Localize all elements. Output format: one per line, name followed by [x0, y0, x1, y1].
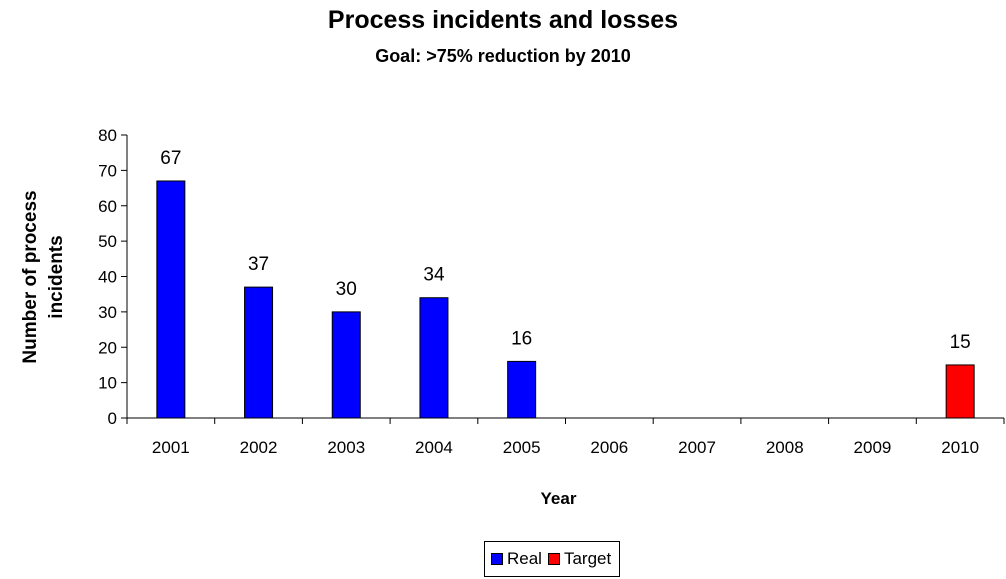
legend-item-real: Real: [491, 549, 542, 569]
y-tick-label: 60: [98, 197, 117, 216]
y-axis-title: Number of process incidents: [20, 190, 67, 363]
data-label-2003: 30: [336, 279, 357, 300]
data-label-2005: 16: [511, 328, 532, 349]
chart-title: Process incidents and losses: [327, 6, 679, 34]
bar-real-2002: [244, 286, 274, 419]
x-tick-label: 2005: [503, 438, 541, 457]
data-label-2002: 37: [248, 254, 269, 275]
y-tick-label: 10: [98, 374, 117, 393]
data-label-2004: 34: [423, 265, 445, 286]
x-tick-label: 2004: [415, 438, 453, 457]
x-tick-label: 2002: [240, 438, 278, 457]
bar-real-2005: [507, 360, 537, 419]
data-label-2001: 67: [160, 148, 181, 169]
legend-label-target: Target: [563, 549, 612, 568]
x-tick-label: 2001: [152, 438, 190, 457]
x-tick-label: 2008: [766, 438, 804, 457]
legend-item-target: Target: [547, 549, 612, 569]
y-tick-label: 70: [98, 161, 117, 180]
bar-real-2001: [156, 180, 186, 419]
y-tick-label: 30: [98, 303, 117, 322]
legend-label-real: Real: [507, 549, 542, 568]
bar-real-2004: [419, 297, 449, 419]
bar-real-2003: [331, 311, 361, 419]
y-tick-label: 50: [98, 232, 117, 251]
x-axis-title: Year: [541, 489, 577, 508]
legend-swatch-real: [491, 553, 503, 565]
x-tick-label: 2003: [327, 438, 365, 457]
y-tick-label: 40: [98, 268, 117, 287]
x-tick-label: 2007: [678, 438, 716, 457]
x-tick-label: 2006: [590, 438, 628, 457]
bar-target-2010: [945, 364, 975, 419]
y-tick-label: 80: [98, 126, 117, 145]
legend: Real Target: [484, 541, 621, 577]
legend-swatch-target: [547, 553, 560, 565]
data-label-2010: 15: [950, 332, 971, 353]
y-tick-label: 0: [108, 409, 117, 428]
x-tick-label: 2010: [941, 438, 979, 457]
x-tick-label: 2009: [854, 438, 892, 457]
chart-subtitle: Goal: >75% reduction by 2010: [375, 46, 631, 66]
y-tick-label: 20: [98, 338, 117, 357]
